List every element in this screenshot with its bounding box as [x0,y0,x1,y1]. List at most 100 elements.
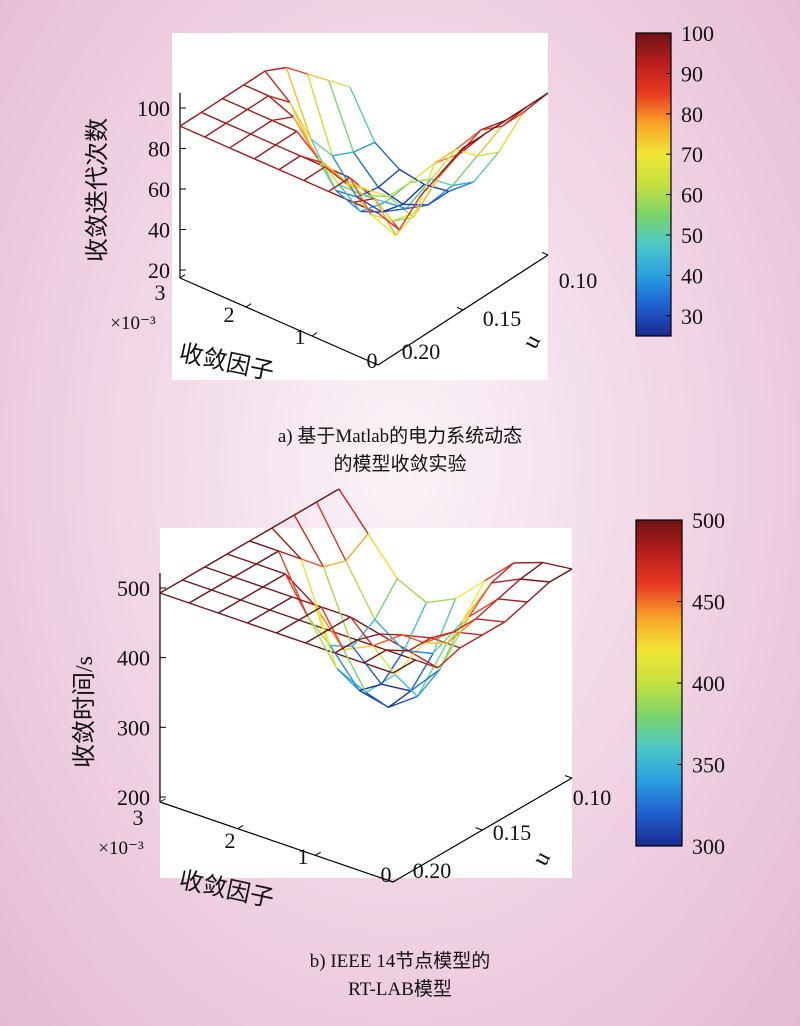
surface-edge [226,540,250,555]
surface-edge [351,646,383,685]
surface-edge [335,189,361,213]
surface-edge [459,634,483,649]
surface-edge [247,622,277,634]
x-tick-mark [245,303,252,308]
caption-a-line1: a) 基于Matlab的电力系统动态 [277,426,523,447]
surface-edge [475,598,499,620]
surface-edge [233,576,264,588]
surface-edge [243,70,266,86]
y-tick-mark [371,361,379,366]
y-tick-mark [475,827,483,831]
surface-edge [284,573,316,606]
surface-edge [222,97,248,111]
x-tick-mark [237,825,244,830]
surface-edge [276,619,300,634]
surface-edge [249,527,273,542]
surface-edge [437,647,461,669]
surface-edge [441,147,464,173]
surface-edge [356,633,380,641]
surface-edge [370,213,397,237]
surface-edge [345,560,376,620]
x-tick-label: 2 [225,828,236,853]
surface-edge [409,162,436,184]
colorbar-tick-label: 80 [681,102,703,127]
surface-edge [343,645,373,651]
surface-edge [218,612,248,624]
surface-edge [310,138,333,157]
surface-edge [373,198,397,236]
caption-b-line1: b) IEEE 14节点模型的 [309,951,491,972]
surface-edge [412,162,436,218]
surface-edge [253,144,276,160]
z-tick-label: 20 [148,258,170,283]
surface-edge [305,642,336,654]
surface-wireframe [179,66,549,237]
surface-edge [332,151,354,157]
surface-edge [269,596,293,611]
surface-edge [322,566,354,647]
surface-edge [188,602,219,614]
x-scale-note: ×10⁻³ [110,313,156,334]
surface-edge [403,602,428,651]
z-tick-label: 40 [148,218,170,243]
axes-background [160,528,572,878]
y-tick-label: 0.20 [413,858,452,883]
surface-edge [392,210,418,222]
surface-edge [542,561,573,570]
surface-edge [432,621,463,654]
surface-edge [399,168,425,186]
surface-edge [455,148,478,157]
surface-edge [392,659,416,674]
surface-edge [484,562,515,582]
surface-edge [188,589,212,604]
x-axis-line [179,277,379,366]
surface-edge [338,184,362,212]
surface-edge [363,662,394,674]
surface-edge [211,589,241,601]
colorbar-tick-label: 500 [692,508,725,533]
surface-edge [303,179,329,193]
surface-edge [268,95,294,118]
surface-edge [410,668,441,692]
surface-edge [264,66,287,72]
surface-edge [284,573,309,618]
x-tick-label: 3 [155,280,166,305]
surface-edge [327,616,351,631]
surface-edge [526,92,549,108]
surface-edge [291,596,315,606]
surface-edge [452,181,474,187]
surface-edge [377,168,400,188]
z-tick-label: 100 [137,96,170,121]
surface-edge [451,155,478,186]
surface-edge [179,111,202,127]
x-tick-label: 2 [224,302,235,327]
surface-edge [398,195,422,231]
surface-edge [473,151,500,183]
surface-edge [379,633,409,652]
surface-edge [415,659,439,669]
surface-edge [424,642,447,645]
surface-edge [482,621,506,636]
colorbar-tick-label: 60 [681,183,703,208]
surface-edge [381,207,407,213]
y-tick-label: 0.15 [483,306,522,331]
surface-edge [300,558,324,568]
surface-edge [229,147,255,160]
surface-edge [430,148,457,180]
surface-edge [303,166,326,182]
surface-edge [372,634,403,647]
z-tick-label: 400 [117,646,150,671]
surface-edge [262,586,293,598]
surface-edge [446,616,470,645]
surface-edge [353,197,375,203]
surface-edge [491,578,521,584]
surface-edge [255,550,279,565]
surface-edge [292,116,316,154]
surface-edge [349,177,372,215]
x-tick-mark [179,274,186,279]
surface-edge [229,133,252,149]
surface-edge [498,598,528,603]
surface-edge [381,683,411,692]
surface-edge [289,101,316,154]
surface-edge [217,599,241,614]
